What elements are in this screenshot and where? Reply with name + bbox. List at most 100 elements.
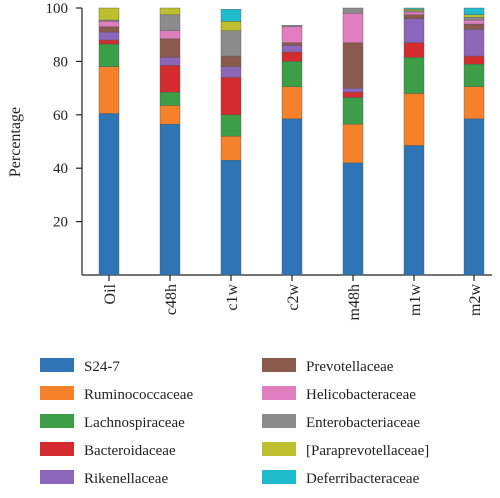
bar-segment <box>159 30 181 39</box>
x-tick-label: c2w <box>285 284 302 311</box>
legend-label: S24-7 <box>84 359 120 375</box>
bar-segment <box>98 113 120 276</box>
legend-swatch <box>40 414 74 428</box>
y-ticks: 20 40 60 80 100 <box>46 1 82 231</box>
bar-segment <box>220 114 242 137</box>
bar-segment <box>220 77 242 115</box>
bar-segment <box>220 66 242 78</box>
legend-swatch <box>40 442 74 456</box>
legend-swatch <box>262 470 296 484</box>
bar-segment <box>403 14 425 19</box>
y-axis-label: Percentage <box>7 107 24 177</box>
bar-segment <box>463 118 485 276</box>
bar-segment <box>281 42 303 46</box>
bar-segment <box>403 9 425 11</box>
bar-segment <box>98 7 120 21</box>
legend-swatch <box>40 358 74 372</box>
legend-label: Ruminococcaceae <box>84 387 193 403</box>
legend-swatch <box>262 442 296 456</box>
bar-segment <box>342 13 364 43</box>
bar-segment <box>281 61 303 87</box>
bar-segment <box>463 14 485 18</box>
bar-segment <box>342 97 364 125</box>
x-tick-label: Oil <box>102 283 119 304</box>
bar-segment <box>281 45 303 53</box>
bar-segment <box>159 105 181 125</box>
y-tick-label: 40 <box>53 161 68 177</box>
bar-segment <box>159 7 181 15</box>
bars <box>98 7 485 276</box>
y-tick-label: 60 <box>53 108 68 124</box>
bar-segment <box>159 57 181 66</box>
bar-segment <box>281 25 303 27</box>
bar-segment <box>403 18 425 43</box>
bar-segment <box>403 42 425 58</box>
bar-segment <box>98 21 120 27</box>
bar-segment <box>342 87 364 93</box>
legend-swatch <box>262 386 296 400</box>
bar-segment <box>403 10 425 13</box>
y-tick-label: 20 <box>53 215 68 231</box>
bar-segment <box>281 26 303 43</box>
bar-segment <box>403 11 425 15</box>
bar-segment <box>98 26 120 33</box>
bar-segment <box>98 66 120 114</box>
bar-segment <box>98 31 120 41</box>
bar-segment <box>403 57 425 94</box>
bar-segment <box>281 118 303 276</box>
legend-label: Deferribacteraceae <box>306 471 420 487</box>
bar-segment <box>403 93 425 146</box>
bar-segment <box>342 162 364 276</box>
bar-segment <box>403 7 425 10</box>
bar-segment <box>220 135 242 161</box>
bar-segment <box>98 19 120 22</box>
bar-segment <box>220 9 242 22</box>
bar-segment <box>342 7 364 14</box>
bar-segment <box>98 43 120 67</box>
legend-swatch <box>40 470 74 484</box>
legend-label: Prevotellaceae <box>306 359 394 375</box>
bar-segment <box>463 86 485 120</box>
bar-segment <box>159 91 181 106</box>
bar-segment <box>342 91 364 98</box>
legend-label: Rikenellaceae <box>84 471 168 487</box>
legend-label: Lachnospiraceae <box>84 415 185 431</box>
bar-segment <box>159 65 181 93</box>
bar-segment <box>220 159 242 276</box>
bar-segment <box>463 63 485 87</box>
bar-segment <box>159 38 181 58</box>
legend-label: [Paraprevotellaceae] <box>306 443 429 459</box>
x-tick-label: m48h <box>346 284 363 320</box>
bar-segment <box>463 7 485 15</box>
y-tick-label: 80 <box>53 54 68 70</box>
bar-segment <box>220 21 242 31</box>
x-tick-label: c48h <box>163 284 180 315</box>
bar-segment <box>342 123 364 164</box>
bar-segment <box>281 86 303 120</box>
legend-swatch <box>40 386 74 400</box>
x-tick-label: m1w <box>407 284 424 316</box>
legend-label: Helicobacteraceae <box>306 387 416 403</box>
bar-segment <box>463 19 485 25</box>
legend-swatch <box>262 358 296 372</box>
bar-segment <box>281 51 303 62</box>
legend-swatch <box>262 414 296 428</box>
bar-segment <box>159 123 181 276</box>
bar-segment <box>463 29 485 57</box>
legend: S24-7 Ruminococcaceae Lachnospiraceae Bacte… <box>40 358 429 487</box>
bar-segment <box>403 145 425 276</box>
bar-segment <box>463 17 485 21</box>
x-tick-label: m2w <box>467 284 484 316</box>
x-ticks: Oil c48h c1w c2w m48h m1w m2w <box>102 275 484 320</box>
legend-label: Enterobacteriaceae <box>306 415 420 431</box>
legend-label: Bacteroidaceae <box>84 443 176 459</box>
bar-segment <box>220 30 242 57</box>
bar-segment <box>220 55 242 67</box>
bar-segment <box>463 23 485 30</box>
x-tick-label: c1w <box>224 284 241 311</box>
bar-segment <box>159 14 181 31</box>
bar-segment <box>342 42 364 89</box>
bar-segment <box>463 55 485 65</box>
